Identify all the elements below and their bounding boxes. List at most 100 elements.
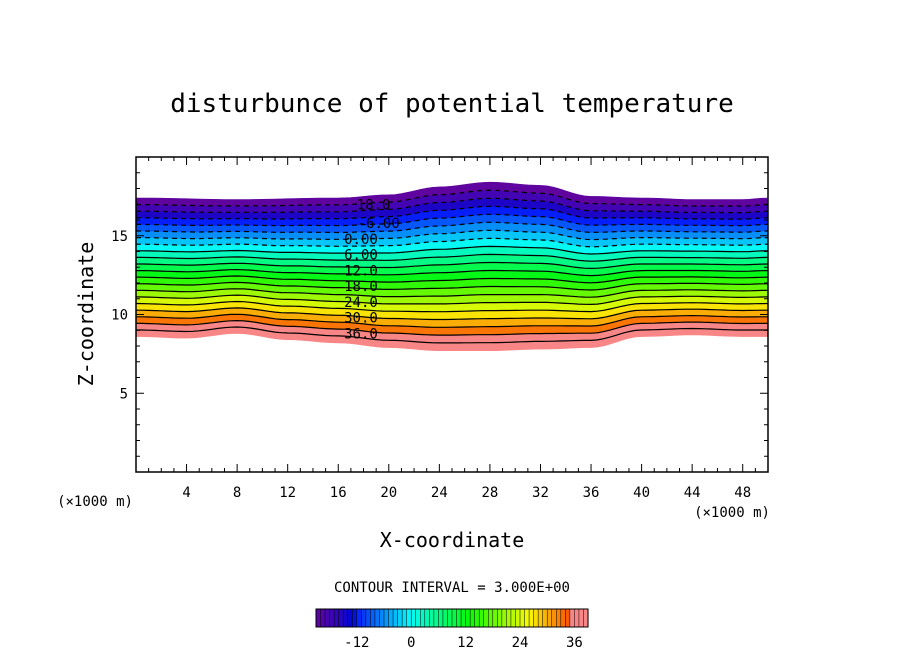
contour-label: 36.0 — [344, 326, 378, 342]
contour-line — [136, 307, 768, 321]
contour-field — [135, 181, 769, 351]
colorbar-cell — [560, 608, 566, 628]
colorbar-cell — [429, 608, 435, 628]
colorbar-cell — [488, 608, 494, 628]
colorbar-cell — [315, 608, 322, 628]
colorbar-cell — [424, 608, 430, 628]
x-tick-label: 4 — [182, 485, 190, 501]
colorbar-cell — [433, 608, 439, 628]
colorbar-tick-label: 24 — [512, 635, 529, 651]
contour-line — [136, 245, 769, 255]
contour-line — [136, 319, 768, 336]
contour-line-negative — [136, 221, 769, 234]
x-axis-unit: (×1000 m) — [694, 505, 770, 521]
colorbar-cell — [478, 608, 485, 628]
contour-line — [135, 294, 769, 306]
colorbar-cell — [519, 608, 526, 628]
colorbar-cell — [320, 608, 326, 628]
colorbar-cell — [465, 608, 471, 628]
colorbar-tick-label: -12 — [344, 635, 369, 651]
colorbar-cell — [361, 608, 367, 628]
contour-line — [136, 261, 769, 270]
contour-label: 30.0 — [344, 311, 378, 327]
y-tick-label: 15 — [111, 229, 128, 245]
colorbar-cell — [438, 608, 444, 628]
contour-label: 12.0 — [344, 263, 378, 279]
colorbar-tick-label: 0 — [407, 635, 415, 651]
colorbar-cell — [542, 608, 548, 628]
x-tick-label: 20 — [380, 485, 397, 501]
contour-label: 24.0 — [344, 295, 378, 311]
contour-line — [135, 275, 769, 284]
colorbar-cell — [451, 608, 458, 628]
contour-label: 18.0 — [344, 279, 378, 295]
contour-lines — [135, 189, 769, 344]
colorbar: -12 0 12 24 36 — [315, 608, 589, 651]
colorbar-cell — [333, 608, 340, 628]
colorbar-cell — [501, 608, 507, 628]
contour-line-negative — [136, 197, 769, 214]
colorbar-cell — [401, 608, 408, 628]
colorbar-cell — [352, 608, 358, 628]
x-tick-label: 48 — [734, 485, 751, 501]
colorbar-cell — [392, 608, 399, 628]
colorbar-cell — [456, 608, 462, 628]
colorbar-cell — [533, 608, 539, 628]
colorbar-cell — [474, 608, 480, 628]
colorbar-cell — [574, 608, 580, 628]
colorbar-tick-label: 12 — [457, 635, 474, 651]
colorbar-cell — [551, 608, 557, 628]
colorbar-cell — [365, 608, 371, 628]
contour-label: -6.00 — [358, 216, 400, 232]
contour-line — [136, 326, 768, 344]
y-tick-label: 5 — [120, 386, 128, 402]
colorbar-cell — [356, 608, 362, 628]
x-tick-label: 16 — [330, 485, 347, 501]
contour-line-negative — [136, 189, 769, 207]
colorbar-cell — [342, 608, 349, 628]
x-tick-label: 24 — [431, 485, 448, 501]
x-axis-label: X-coordinate — [380, 528, 525, 552]
colorbar-cell — [329, 608, 335, 628]
colorbar-cell — [528, 608, 535, 628]
colorbar-cell — [370, 608, 376, 628]
contour-line-negative — [136, 213, 769, 227]
x-tick-label: 12 — [279, 485, 296, 501]
x-tick-label: 32 — [532, 485, 549, 501]
contour-label: 0.00 — [344, 232, 378, 248]
colorbar-cell — [379, 608, 385, 628]
contour-line-negative — [136, 237, 769, 248]
x-tick-label: 28 — [481, 485, 498, 501]
colorbar-cell — [497, 608, 503, 628]
colorbar-cell — [565, 608, 571, 628]
x-tick-label: 40 — [633, 485, 650, 501]
colorbar-frame — [315, 608, 589, 628]
colorbar-cell — [510, 608, 517, 628]
y-axis-unit: (×1000 m) — [57, 494, 133, 510]
chart-title: disturbunce of potential temperature — [170, 89, 734, 119]
colorbar-cell — [556, 608, 562, 628]
colorbar-cell — [415, 608, 421, 628]
colorbar-cell — [420, 608, 426, 628]
colorbar-cell — [388, 608, 394, 628]
colorbar-tick-label: 36 — [566, 635, 583, 651]
contour-label: 18.0 — [357, 197, 391, 213]
contour-line-negative — [136, 229, 769, 241]
colorbar-cell — [546, 608, 553, 628]
colorbar-cell — [442, 608, 449, 628]
colorbar-cell — [524, 608, 530, 628]
contour-line — [136, 288, 768, 298]
colorbar-cell — [578, 608, 585, 628]
colorbar-cell — [324, 608, 331, 628]
x-tick-label: 44 — [684, 485, 701, 501]
colorbar-cell — [569, 608, 575, 628]
colorbar-cell — [483, 608, 489, 628]
contour-label: 6.00 — [344, 248, 378, 264]
y-axis-label: Z-coordinate — [74, 242, 98, 387]
colorbar-cell — [515, 608, 521, 628]
colorbar-cell — [338, 608, 344, 628]
contour-line-negative — [136, 205, 769, 220]
